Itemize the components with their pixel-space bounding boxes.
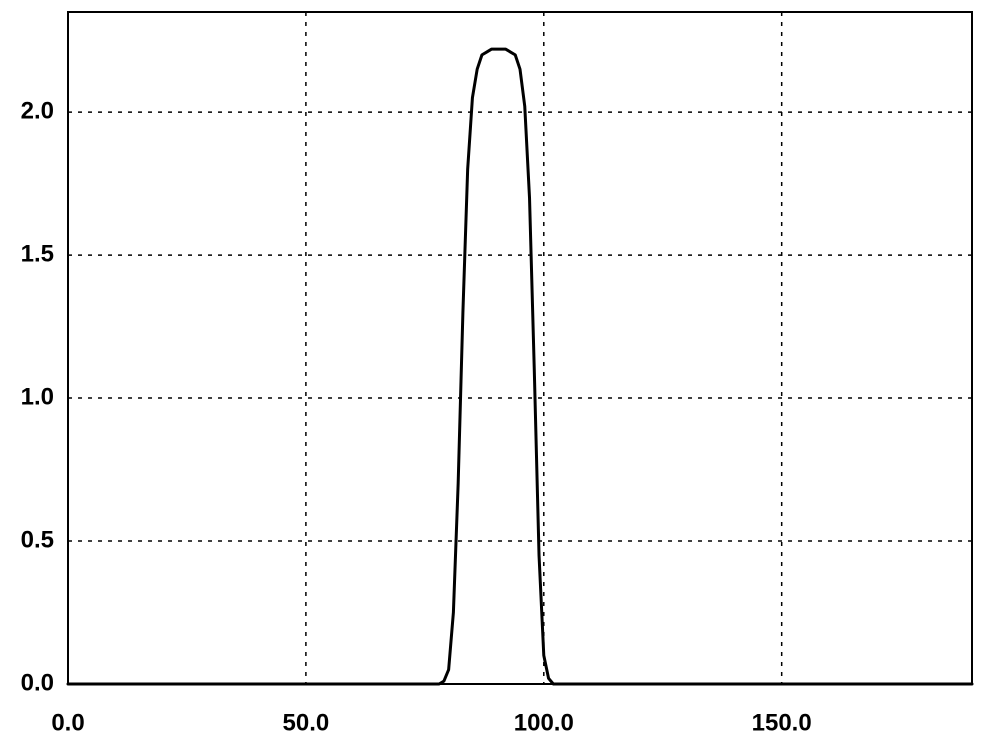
chart-container: { "chart": { "type": "line", "background… bbox=[0, 0, 990, 744]
x-tick-label: 150.0 bbox=[752, 709, 812, 736]
y-tick-label: 0.0 bbox=[21, 669, 54, 696]
line-chart: 0.0 0.5 1.0 1.5 2.0 0.0 50.0 100.0 150.0 bbox=[0, 0, 990, 744]
y-tick-label: 2.0 bbox=[21, 97, 54, 124]
y-tick-label: 1.0 bbox=[21, 383, 54, 410]
x-tick-label: 100.0 bbox=[514, 709, 574, 736]
x-tick-label: 50.0 bbox=[283, 709, 330, 736]
y-tick-label: 1.5 bbox=[21, 240, 54, 267]
y-tick-label: 0.5 bbox=[21, 526, 54, 553]
x-tick-label: 0.0 bbox=[51, 709, 84, 736]
